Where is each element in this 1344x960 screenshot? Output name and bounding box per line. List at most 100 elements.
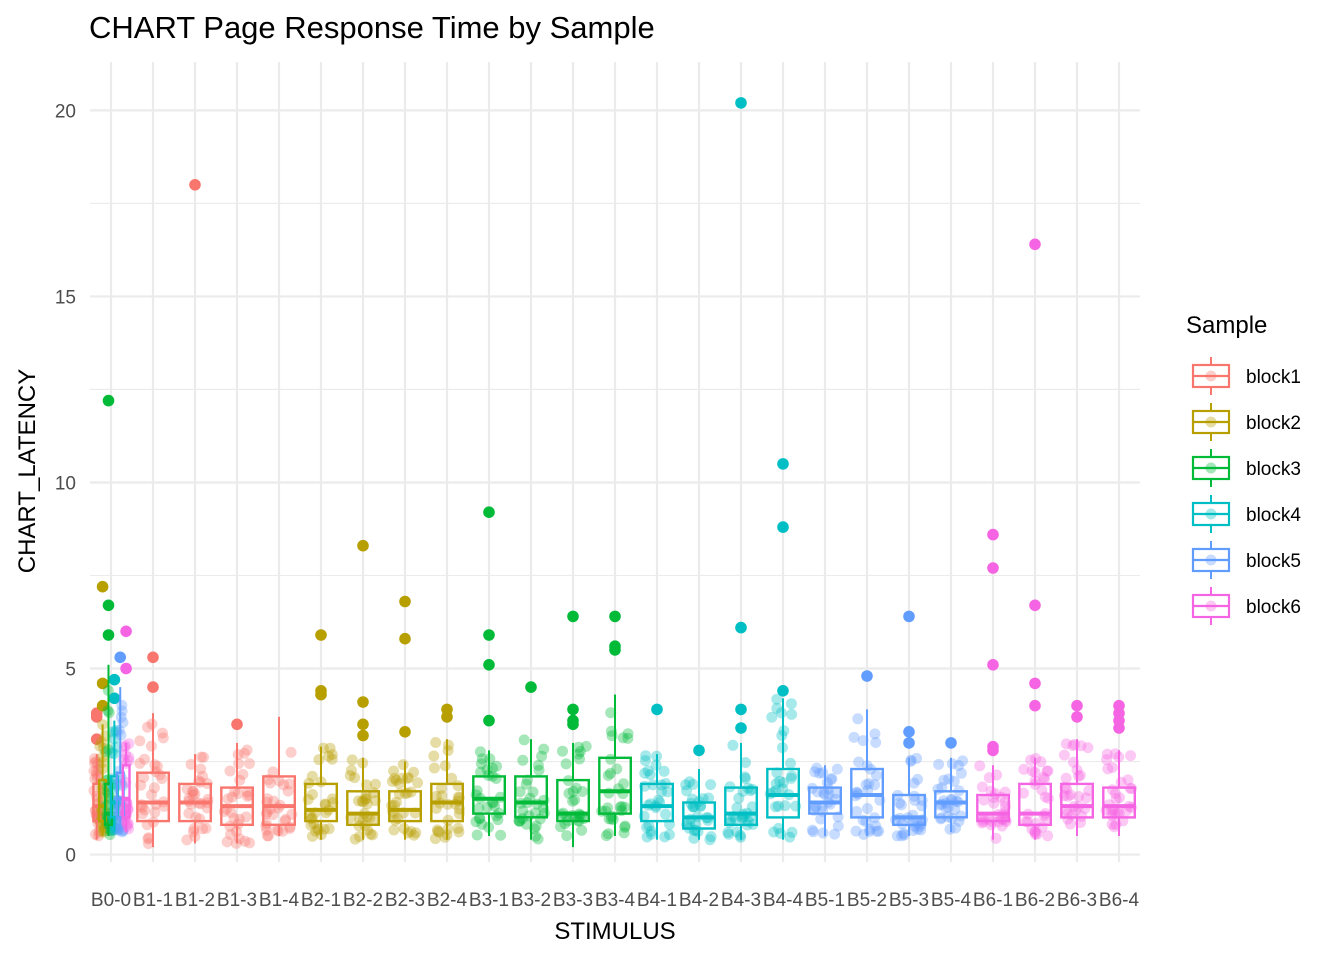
jitter-point [1073,791,1085,802]
jitter-point [121,817,133,829]
jitter-point [576,824,588,836]
jitter-point [909,795,921,806]
jitter-point [978,794,990,806]
jitter-point [640,750,652,762]
outlier-point [1029,238,1041,251]
box-B2-2-block2 [346,757,380,840]
jitter-point [567,785,579,797]
jitter-point [1039,773,1050,785]
jitter-point [221,836,233,848]
jitter-point [470,816,482,828]
jitter-point [1120,805,1132,817]
outlier-point [108,692,121,705]
jitter-point [600,830,612,842]
jitter-point [149,759,161,771]
box-B1-1-block1 [136,713,171,848]
jitter-point [777,777,789,789]
jitter-point [388,765,400,777]
outlier-point [357,718,369,731]
jitter-point [134,757,146,769]
jitter-point [557,745,568,757]
jitter-point [618,778,629,790]
jitter-point [432,825,444,837]
jitter-point [476,753,488,765]
jitter-point [349,833,361,845]
outlier-point [567,714,579,727]
y-tick-label: 15 [55,287,76,308]
jitter-point [658,765,670,777]
x-axis-title: STIMULUS [554,918,675,945]
jitter-point [622,728,634,740]
jitter-point [517,754,529,766]
jitter-point [139,753,150,765]
jitter-point [909,820,921,832]
box-body [724,786,758,826]
outlier-point [903,610,915,623]
jitter-point [733,792,745,804]
jitter-point [195,763,207,775]
box-B2-1-block2 [304,746,338,840]
jitter-point [695,801,706,812]
boxes [92,664,1137,848]
jitter-point [1041,765,1053,777]
jitter-point [233,813,245,825]
jitter-point [200,822,212,834]
jitter-point [142,838,154,850]
outlier-point [987,528,999,541]
jitter-point [142,833,154,845]
x-tick-label: B6-2 [1015,890,1055,911]
legend-item-block5: block5 [1191,541,1301,579]
x-axis-ticks: B0-0 B1-1 B1-2 B1-3 B1-4 B2-1 B2-2 B2-3 B2-4 B3-1… [91,890,1140,911]
outlier-point [357,539,369,552]
jitter-point [652,794,664,806]
jitter-point [388,824,400,836]
jitter-point [605,707,617,719]
jitter-point [1080,792,1092,804]
jitter-point [815,813,827,825]
outlier-point [777,458,789,470]
jitter-point [573,748,585,760]
jitter-point [832,820,844,832]
jitter-point [1065,789,1076,801]
jitter-point [829,828,841,840]
jitter-point [431,824,443,836]
jitter-point [305,819,317,831]
jitter-point [576,786,588,797]
jitter-point [853,756,865,768]
jitter-point [113,824,124,836]
jitter-point [1030,817,1042,829]
outlier-point [693,744,705,757]
jitter-point [354,814,366,826]
jitter-point [137,808,148,820]
jitter-point [189,788,201,800]
box-B3-2-block3 [514,739,548,840]
jitter-point [938,774,950,786]
outlier-point [987,562,999,574]
outlier-point [609,610,621,623]
jitter-point [687,778,699,790]
jitter-point [891,830,903,842]
jitter-point [239,747,250,759]
jitter-point [659,831,671,843]
jitter-point [306,770,318,782]
jitter-point [146,718,158,730]
box-body [262,775,296,827]
jitter-point [428,762,440,774]
jitter-point [1106,806,1118,817]
jitter-point [185,758,197,770]
jitter-point [739,771,751,783]
jitter-point [197,770,208,782]
jitter-point [197,823,209,835]
jitter-point [533,764,545,776]
outlier-point [1029,677,1041,690]
jitter-point [453,826,465,838]
jitter-point [107,726,119,738]
jitter-point [345,764,357,776]
jitter-point [474,812,485,824]
outlier-point [96,677,109,690]
jitter-point [1025,754,1037,766]
jitter-point [222,793,234,805]
jitter-point [408,829,420,841]
jitter-point [520,778,532,790]
jitter-point [326,749,338,760]
